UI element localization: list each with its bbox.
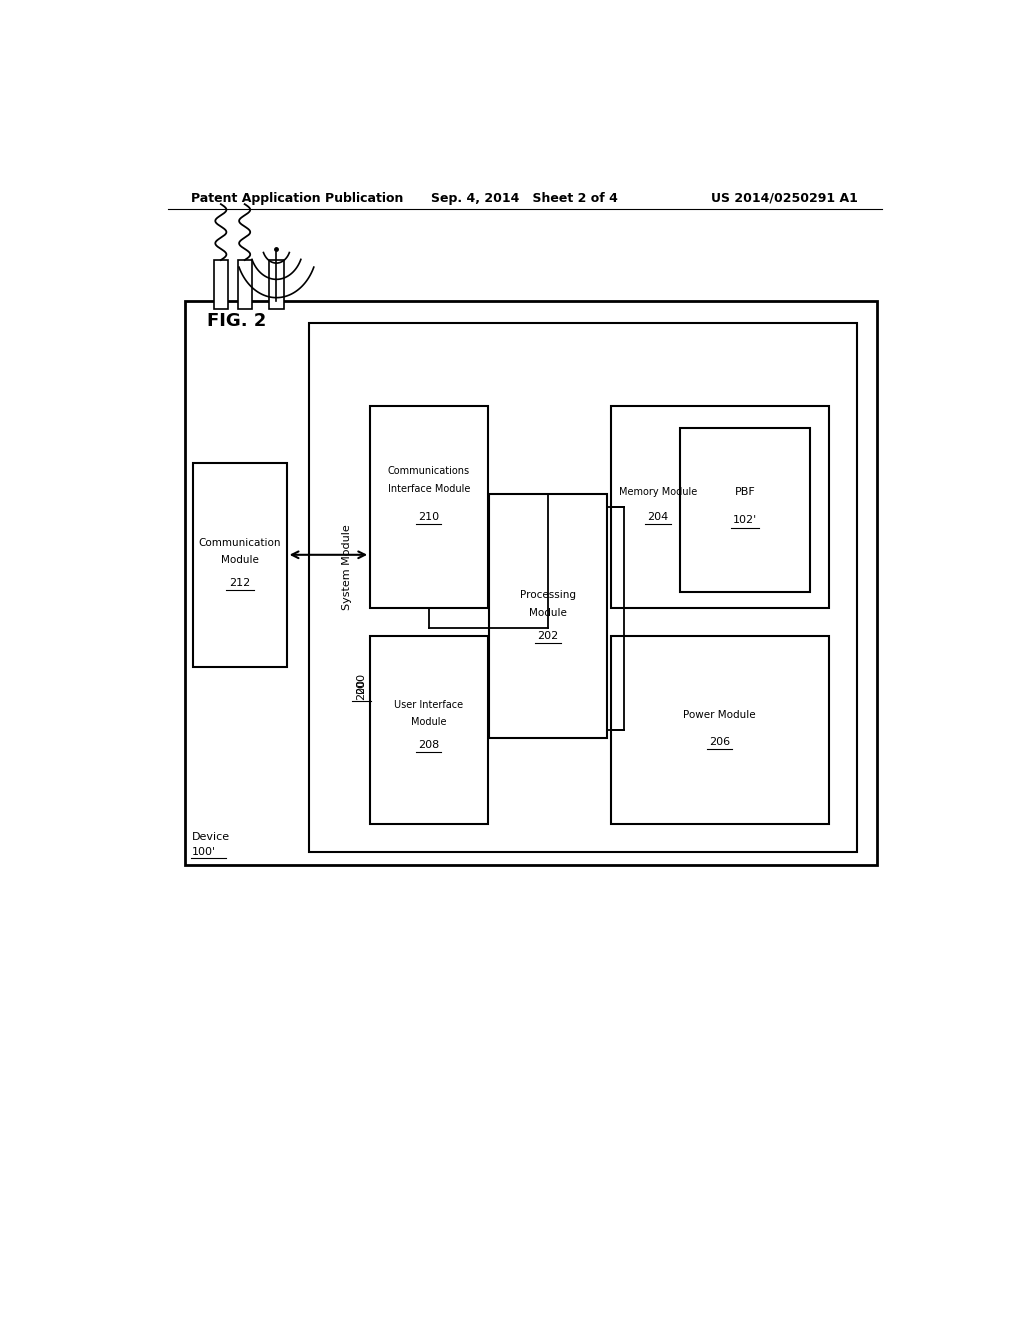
Text: Power Module: Power Module (683, 710, 756, 719)
Text: 100': 100' (191, 846, 216, 857)
Text: Module: Module (411, 717, 446, 727)
Text: 202: 202 (538, 631, 558, 642)
Bar (610, 407, 828, 607)
Text: Sep. 4, 2014   Sheet 2 of 4: Sep. 4, 2014 Sheet 2 of 4 (431, 191, 618, 205)
Bar (610, 636, 828, 824)
Bar (269, 260, 284, 309)
Text: Processing: Processing (520, 590, 575, 601)
Text: 200: 200 (356, 673, 367, 694)
Text: Module: Module (221, 554, 259, 565)
Bar (680, 428, 811, 593)
Text: Memory Module: Memory Module (618, 487, 697, 496)
Bar (370, 407, 487, 607)
Bar (185, 301, 878, 865)
Text: Interface Module: Interface Module (388, 483, 470, 494)
Text: FIG. 2: FIG. 2 (207, 312, 266, 330)
Bar (194, 463, 287, 667)
Text: 200: 200 (356, 678, 367, 700)
Bar (214, 260, 228, 309)
Text: User Interface: User Interface (394, 700, 463, 710)
Text: 206: 206 (709, 738, 730, 747)
Text: Patent Application Publication: Patent Application Publication (191, 191, 403, 205)
Text: 208: 208 (418, 741, 439, 750)
Text: Communications: Communications (388, 466, 470, 477)
Bar (238, 260, 252, 309)
Text: Module: Module (528, 607, 566, 618)
Text: 212: 212 (229, 578, 251, 589)
Bar (309, 323, 856, 851)
Text: US 2014/0250291 A1: US 2014/0250291 A1 (712, 191, 858, 205)
Text: Device: Device (191, 833, 229, 842)
Text: 204: 204 (647, 512, 669, 523)
Bar (370, 636, 487, 824)
Text: 210: 210 (418, 512, 439, 523)
Text: System Module: System Module (342, 524, 352, 610)
Text: 102': 102' (733, 515, 757, 525)
Bar (489, 494, 606, 738)
Text: PBF: PBF (734, 487, 756, 496)
Text: Communication: Communication (199, 537, 282, 548)
